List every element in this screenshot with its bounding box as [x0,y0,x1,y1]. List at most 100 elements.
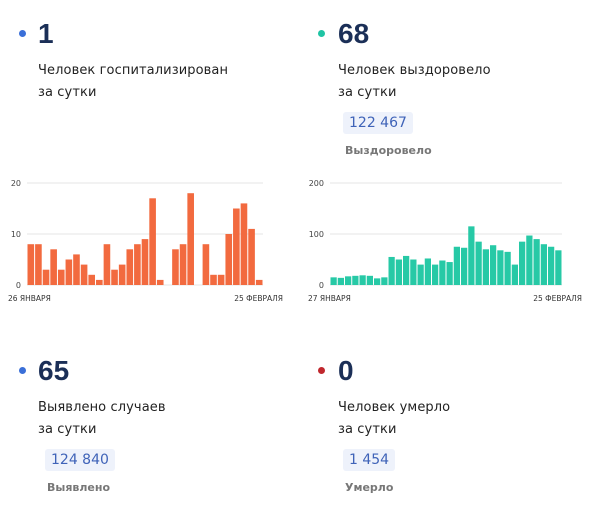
x-end-label: 25 ФЕВРАЛЯ [234,294,283,303]
chart-bar[interactable] [156,279,164,285]
status-dot [19,30,26,37]
chart-bar[interactable] [202,244,210,285]
chart-bar[interactable] [187,193,194,285]
description-line: за сутки [38,85,97,100]
chart-bar[interactable] [179,244,187,285]
chart-bar[interactable] [490,245,497,285]
chart-bar[interactable] [27,244,35,285]
chart-bar[interactable] [73,254,80,285]
chart-bar[interactable] [42,269,50,285]
chart-bar[interactable] [126,249,134,285]
chart-bar[interactable] [103,244,111,285]
recovered-chart: 0 100 200 27 ЯНВАРЯ 25 ФЕВРАЛЯ [308,179,582,303]
chart-bar[interactable] [240,203,248,285]
chart-bar[interactable] [504,251,511,285]
chart-bar[interactable] [96,279,103,285]
chart-bar[interactable] [468,226,475,285]
chart-bar[interactable] [65,259,73,286]
detected-total-label: Выявлено [47,481,111,494]
chart-bar[interactable] [388,256,395,285]
chart-bar[interactable] [352,275,359,285]
y-tick-label: 100 [309,230,324,239]
chart-bar[interactable] [255,279,263,285]
chart-bar[interactable] [57,269,65,285]
description-line: за сутки [38,422,97,437]
chart-bar[interactable] [217,274,225,285]
chart-bar[interactable] [555,250,562,285]
chart-bar[interactable] [134,244,141,285]
chart-bar[interactable] [482,249,489,285]
chart-bar[interactable] [446,262,453,285]
chart-bar[interactable] [225,234,233,285]
chart-bar[interactable] [453,246,460,285]
chart-bar[interactable] [511,264,518,285]
x-start-label: 26 ЯНВАРЯ [8,294,51,303]
chart-bar[interactable] [432,264,439,285]
chart-bar[interactable] [519,241,526,285]
y-tick-label: 0 [319,281,324,290]
recovered-total-label: Выздоровело [345,144,432,157]
chart-bar[interactable] [50,249,57,285]
chart-bar[interactable] [210,274,217,285]
detected-count: 65 [38,355,70,386]
y-tick-label: 200 [309,179,324,188]
chart-bar[interactable] [149,198,156,285]
chart-bar[interactable] [461,247,468,285]
status-dot [19,367,26,374]
chart-bar[interactable] [141,239,149,285]
chart-bar[interactable] [345,276,352,285]
deaths-total-label: Умерло [345,481,394,494]
chart-bar[interactable] [248,228,255,285]
chart-bar[interactable] [410,259,417,286]
description-line: за сутки [338,85,397,100]
chart-bar[interactable] [403,255,410,285]
chart-bar[interactable] [118,264,126,285]
description-line: Выявлено случаев [38,400,166,415]
x-end-label: 25 ФЕВРАЛЯ [533,294,582,303]
recovered-count: 68 [338,18,370,49]
y-tick-label: 10 [11,230,21,239]
chart-bar[interactable] [395,259,402,286]
status-dot [318,367,325,374]
chart-bar[interactable] [88,274,96,285]
deaths-total-badge: 1 454 [343,449,396,471]
chart-bar[interactable] [359,275,366,285]
chart-bar[interactable] [417,264,424,285]
chart-bar[interactable] [233,208,240,286]
deaths-description: Человек умерло за сутки [338,397,450,441]
chart-bar[interactable] [366,275,373,285]
chart-bar[interactable] [374,278,381,285]
detected-total-badge: 124 840 [45,449,115,471]
recovered-description: Человек выздоровело за сутки [338,60,491,104]
chart-bar[interactable] [540,244,547,285]
description-line: Человек умерло [338,400,451,415]
description-line: Человек выздоровело [338,63,491,78]
hospitalized-chart: 0 10 20 26 ЯНВАРЯ 25 ФЕВРАЛЯ [8,179,283,303]
chart-bar[interactable] [475,241,482,285]
chart-bar[interactable] [533,239,540,285]
x-start-label: 27 ЯНВАРЯ [308,294,351,303]
chart-bar[interactable] [424,258,431,285]
recovered-card: 68 Человек выздоровело за сутки 122 467 … [300,0,600,304]
y-tick-label: 0 [16,281,21,290]
hospitalized-count: 1 [38,18,54,49]
description-line: Человек госпитализирован [38,63,229,78]
hospitalized-description: Человек госпитализирован за сутки [38,60,228,104]
chart-bar[interactable] [330,277,337,285]
chart-bar[interactable] [35,244,42,285]
deaths-card: 0 Человек умерло за сутки 1 454 Умерло [300,340,600,517]
chart-bar[interactable] [381,277,388,285]
chart-bar[interactable] [526,235,533,285]
chart-bar[interactable] [80,264,88,285]
status-dot [318,30,325,37]
chart-bar[interactable] [337,277,344,285]
chart-bar[interactable] [111,269,118,285]
chart-bar[interactable] [172,249,179,285]
chart-bar[interactable] [439,260,446,285]
chart-bar[interactable] [548,246,555,285]
description-line: за сутки [338,422,397,437]
chart-bar[interactable] [497,250,504,285]
hospitalized-card: 1 Человек госпитализирован за сутки 0 10 2… [0,0,300,304]
detected-card: 65 Выявлено случаев за сутки 124 840 Выя… [0,340,300,517]
recovered-total-badge: 122 467 [343,112,413,134]
